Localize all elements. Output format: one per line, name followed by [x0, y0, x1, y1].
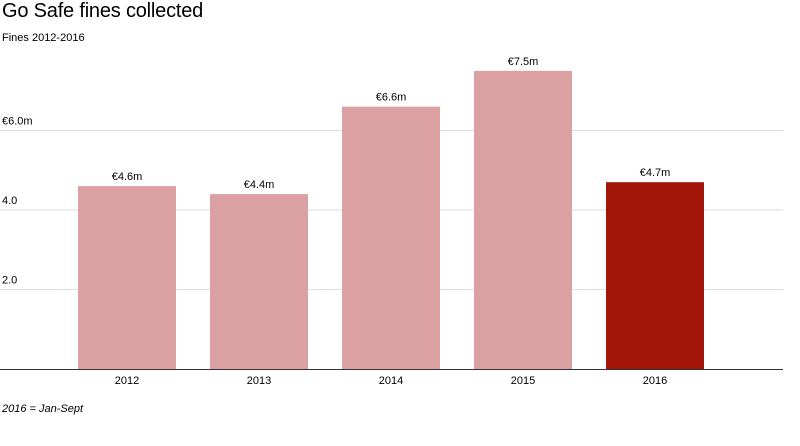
x-tick-label-2013: 2013 [247, 375, 271, 387]
data-label-2014: €6.6m [376, 92, 407, 104]
bar-2013 [210, 194, 308, 369]
y-tick-label: €6.0m [2, 116, 33, 128]
x-tick-label-2012: 2012 [115, 375, 139, 387]
data-label-2012: €4.6m [112, 171, 143, 183]
bar-2016 [606, 182, 704, 369]
x-tick-label-2015: 2015 [511, 375, 535, 387]
x-tick-label-2014: 2014 [379, 375, 403, 387]
data-label-2016: €4.7m [640, 167, 671, 179]
bar-2014 [342, 106, 440, 370]
chart-title: Go Safe fines collected [2, 0, 204, 22]
bars [78, 70, 704, 370]
chart-note: 2016 = Jan-Sept [2, 403, 84, 415]
y-tick-label: 2.0 [2, 275, 17, 287]
data-label-2013: €4.4m [244, 179, 275, 191]
x-axis: 2012 2013 2014 2015 2016 [0, 369, 783, 387]
bar-2015 [474, 70, 572, 369]
data-label-2015: €7.5m [508, 56, 539, 68]
bar-2012 [78, 186, 176, 369]
chart-subtitle: Fines 2012-2016 [2, 32, 85, 44]
data-labels: €4.6m €4.4m €6.6m €7.5m €4.7m [112, 56, 671, 191]
x-tick-label-2016: 2016 [643, 375, 667, 387]
y-tick-label: 4.0 [2, 195, 17, 207]
